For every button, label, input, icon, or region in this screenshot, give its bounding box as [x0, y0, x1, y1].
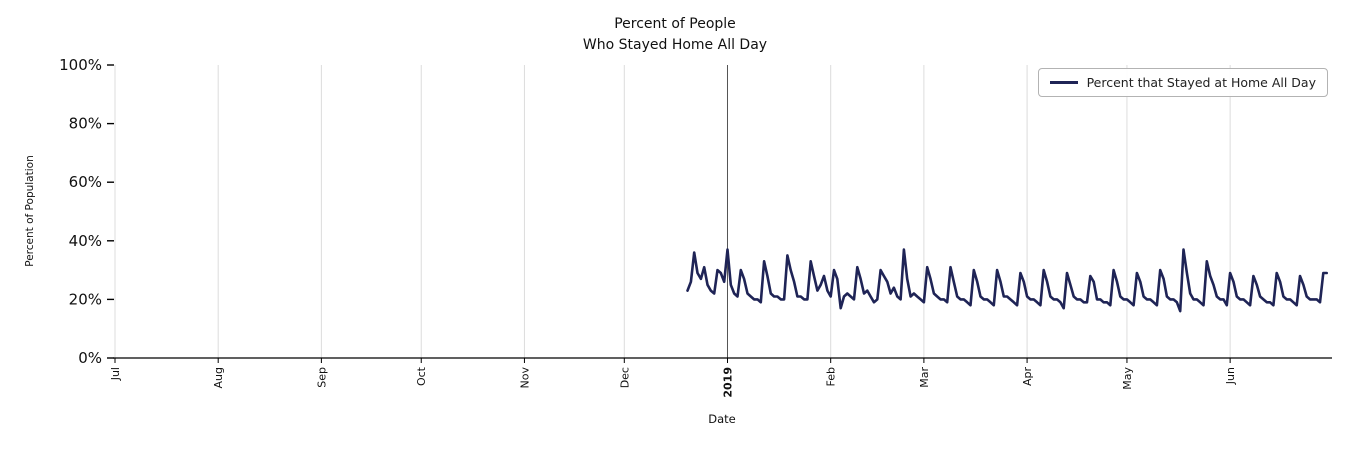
x-tick-label: Oct [415, 366, 428, 386]
y-tick-label: 40% [69, 232, 102, 250]
y-tick-label: 80% [69, 115, 102, 133]
legend-label: Percent that Stayed at Home All Day [1086, 75, 1316, 90]
x-tick-label: 2019 [721, 367, 734, 398]
x-axis-label: Date [708, 412, 736, 426]
x-tick-label: Nov [518, 367, 531, 389]
y-tick-label: 100% [59, 56, 102, 74]
x-tick-label: Dec [618, 367, 631, 388]
chart-title: Percent of People Who Stayed Home All Da… [582, 16, 768, 53]
x-tick-label: Aug [212, 367, 225, 388]
x-tick-label: Sep [315, 367, 328, 388]
x-tick-label: May [1121, 367, 1134, 390]
legend: Percent that Stayed at Home All Day [1037, 68, 1328, 97]
y-tick-label: 20% [69, 290, 102, 308]
y-tick-label: 0% [78, 349, 102, 367]
x-tick-label: Mar [918, 367, 931, 388]
legend-line-swatch [1049, 81, 1078, 84]
data-line [686, 248, 1328, 313]
x-tick-label: Feb [825, 367, 838, 386]
y-tick-label: 60% [69, 173, 102, 191]
y-axis-label: Percent of Population [24, 155, 36, 267]
x-tick-label: Jun [1224, 367, 1237, 385]
x-tick-label: Apr [1021, 367, 1034, 387]
x-tick-label: Jul [109, 367, 122, 381]
